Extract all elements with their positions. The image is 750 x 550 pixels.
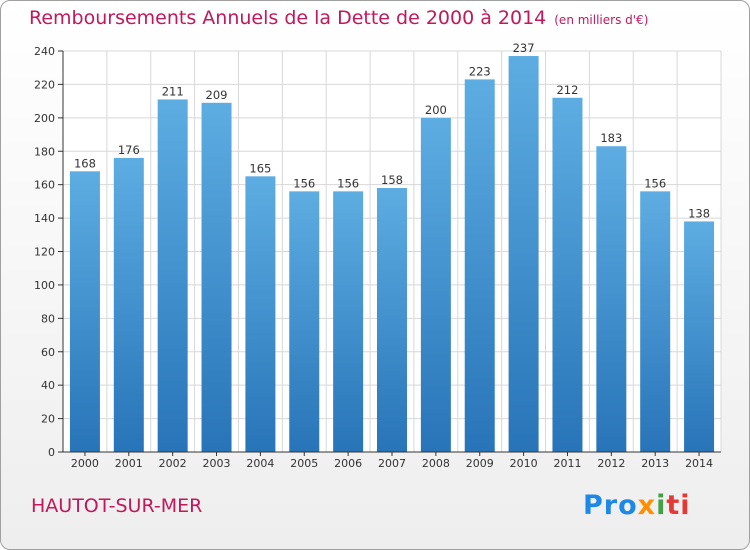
bar-2000: [69, 171, 100, 453]
y-tick-label: 100: [34, 279, 55, 292]
x-tick-label-2005: 2005: [290, 457, 318, 470]
logo-part-3: i: [656, 490, 667, 521]
y-tick-label: 140: [34, 212, 55, 225]
proxiti-logo: Proxiti: [583, 490, 691, 521]
y-tick-label: 40: [41, 379, 55, 392]
x-tick-label-2011: 2011: [553, 457, 581, 470]
bar-2008: [420, 117, 451, 452]
value-label-2005: 156: [293, 176, 315, 190]
bar-2014: [684, 221, 715, 452]
x-tick-label-2002: 2002: [159, 457, 187, 470]
bar-2005: [289, 191, 320, 452]
y-tick-label: 80: [41, 312, 55, 325]
x-tick-label-2012: 2012: [597, 457, 625, 470]
bar-2010: [508, 56, 539, 452]
y-tick-label: 20: [41, 413, 55, 426]
y-tick-label: 220: [34, 78, 55, 91]
chart-title: Remboursements Annuels de la Dette de 20…: [29, 7, 648, 29]
x-tick-label-2007: 2007: [378, 457, 406, 470]
bar-2001: [113, 157, 144, 452]
x-tick-label-2010: 2010: [510, 457, 538, 470]
value-label-2008: 200: [425, 103, 447, 117]
x-tick-label-2008: 2008: [422, 457, 450, 470]
logo-part-2: x: [637, 490, 657, 521]
bar-2004: [245, 176, 276, 452]
logo-part-1: Pro: [583, 490, 638, 521]
value-label-2012: 183: [600, 131, 622, 145]
bar-2007: [377, 188, 407, 452]
y-tick-label: 60: [41, 346, 55, 359]
bar-2003: [201, 102, 232, 452]
value-label-2013: 156: [644, 176, 666, 190]
bar-2011: [552, 97, 583, 453]
x-tick-label-2009: 2009: [466, 457, 494, 470]
value-label-2007: 158: [381, 173, 403, 187]
value-label-2006: 156: [337, 176, 359, 190]
value-label-2014: 138: [688, 206, 710, 220]
value-label-2011: 212: [556, 83, 578, 97]
x-tick-label-2000: 2000: [71, 457, 99, 470]
bar-2009: [464, 79, 495, 452]
bar-2002: [157, 99, 188, 453]
x-tick-label-2006: 2006: [334, 457, 362, 470]
value-label-2010: 237: [513, 41, 535, 55]
value-label-2000: 168: [74, 156, 96, 170]
logo-part-4: ti: [666, 490, 691, 521]
y-tick-label: 180: [34, 145, 55, 158]
x-tick-label-2014: 2014: [685, 457, 713, 470]
chart-unit-text: (en milliers d'€): [554, 13, 649, 27]
y-tick-label: 160: [34, 179, 55, 192]
y-tick-label: 0: [48, 446, 55, 459]
value-label-2003: 209: [206, 88, 228, 102]
y-tick-label: 240: [34, 45, 55, 58]
x-tick-label-2003: 2003: [203, 457, 231, 470]
value-label-2004: 165: [249, 161, 271, 175]
x-tick-label-2013: 2013: [641, 457, 669, 470]
bar-2013: [640, 191, 671, 452]
city-name: HAUTOT-SUR-MER: [31, 495, 203, 517]
y-tick-label: 120: [34, 246, 55, 259]
value-label-2009: 223: [469, 64, 491, 78]
bar-2012: [596, 146, 627, 453]
x-tick-label-2001: 2001: [115, 457, 143, 470]
value-label-2002: 211: [162, 84, 184, 98]
x-tick-label-2004: 2004: [246, 457, 274, 470]
value-label-2001: 176: [118, 143, 140, 157]
y-tick-label: 200: [34, 112, 55, 125]
chart-title-text: Remboursements Annuels de la Dette de 20…: [29, 7, 547, 29]
bar-2006: [333, 191, 364, 452]
